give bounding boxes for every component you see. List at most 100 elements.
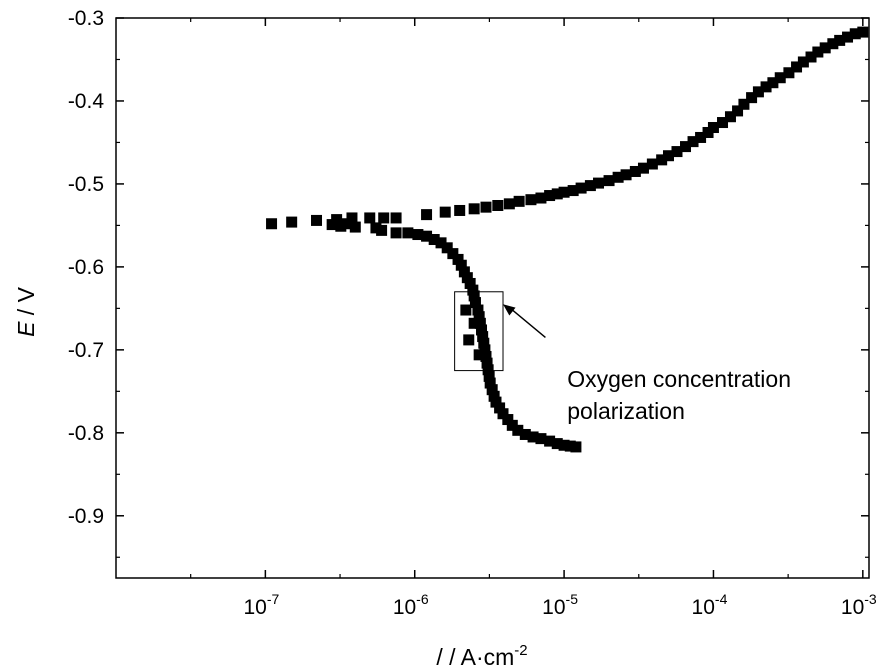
cathodic-point [390,227,402,239]
cathodic-point [506,419,518,431]
anodic-point [774,72,786,84]
anodic-point [378,212,390,224]
anodic-point [662,150,674,162]
annotation-box [454,291,504,372]
cathodic-point [402,227,414,239]
anodic-point [849,28,861,40]
anodic-point [797,56,809,68]
cathodic-point [472,304,484,316]
y-tick-label: -0.7 [68,339,104,362]
anodic-point [454,204,466,216]
cathodic-point [490,396,502,408]
anodic-point [805,51,817,63]
anodic-point [760,81,772,93]
cathodic-point [455,259,467,271]
cathodic-point [441,242,453,254]
x-tick-label: 10-3 [841,591,877,619]
cathodic-point [458,266,470,278]
anodic-point [266,218,278,230]
anodic-point [707,122,719,134]
y-tick-label: -0.9 [68,505,104,528]
anodic-point [857,26,869,38]
anodic-point [656,154,668,166]
x-tick-label: 10-6 [393,591,429,619]
y-axis-label: E / V [13,286,39,337]
cathodic-point [461,272,473,284]
anodic-point [584,180,596,192]
cathodic-point [468,290,480,302]
cathodic-point [476,324,488,336]
anodic-point [346,212,358,224]
cathodic-point [467,284,479,296]
cathodic-point [497,408,509,420]
cathodic-point [551,438,563,450]
cathodic-point [570,441,582,453]
anodic-point [439,206,451,218]
cathodic-point [421,230,433,242]
anodic-point [551,188,563,200]
annotation-text-line: Oxygen concentration [567,366,791,392]
anodic-point [492,199,504,211]
cathodic-point [468,317,480,329]
anodic-point [687,136,699,148]
anodic-point [390,212,402,224]
y-tick-label: -0.8 [68,422,104,445]
x-tick-label: 10-7 [243,591,279,619]
cathodic-point [484,377,496,389]
cathodic-point [481,357,493,369]
anodic-point [646,158,658,170]
cathodic-point [463,334,475,346]
anodic-point [620,169,632,181]
annotation-text-line: polarization [567,398,685,424]
cathodic-point [482,364,494,376]
cathodic-point [480,350,492,362]
data-points [266,26,869,453]
x-tick-label: 10-5 [542,591,578,619]
x-axis-label: / / A·cm-2 [436,642,527,670]
anodic-point [637,162,649,174]
anodic-point [732,105,744,117]
anodic-point [421,209,433,221]
cathodic-point [435,237,447,249]
cathodic-point [469,297,481,309]
anodic-point [724,111,736,123]
cathodic-point [494,402,506,414]
cathodic-point [464,277,476,289]
plot-frame [115,17,870,579]
anodic-point [783,67,795,79]
cathodic-point [452,253,464,265]
anodic-point [827,38,839,50]
y-tick-label: -0.3 [68,7,104,30]
anodic-point [738,98,750,110]
anodic-point [671,146,683,158]
anodic-point [503,198,515,210]
annotation-arrow-head [503,304,516,316]
cathodic-point [502,414,514,426]
anodic-point [567,185,579,197]
cathodic-point [412,229,424,241]
cathodic-point [544,435,556,447]
axis-ticks: -0.3 -0.4 -0.5 -0.6 -0.7 -0.8 -0.9 10-7 10-6 10-5… [68,7,877,619]
anodic-point [311,214,323,226]
cathodic-point [474,317,486,329]
anodic-point [717,117,729,129]
annotation: Oxygen concentration polarization [454,291,791,424]
y-tick-label: -0.6 [68,256,104,279]
anodic-point [834,34,846,46]
anodic-point [286,216,298,228]
y-tick-label: -0.4 [68,90,105,113]
y-tick-label: -0.5 [68,173,104,196]
anodic-point [544,190,556,202]
anodic-point [752,86,764,98]
cathodic-point [370,222,382,234]
cathodic-point [376,224,388,236]
cathodic-point [341,218,353,230]
cathodic-point [477,331,489,343]
cathodic-point [478,337,490,349]
cathodic-point [479,344,491,356]
anodic-point [535,192,547,204]
anodic-point [791,61,803,73]
cathodic-point [326,219,338,231]
anodic-point [558,186,570,198]
